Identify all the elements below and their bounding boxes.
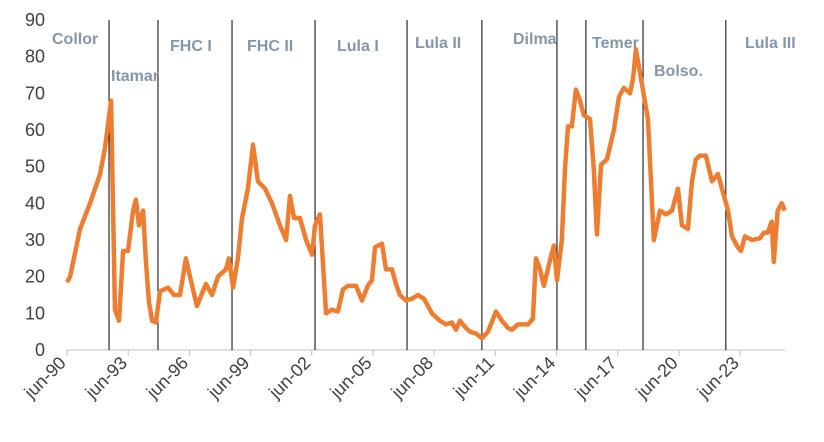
period-label: FHC I	[170, 38, 212, 55]
period-label: Temer	[592, 35, 639, 52]
x-tick-label: jun-20	[632, 353, 682, 403]
y-tick-label: 70	[25, 83, 45, 103]
period-label: Lula II	[415, 35, 461, 52]
x-tick-label: jun-08	[387, 353, 437, 403]
x-tick-label: jun-23	[693, 353, 743, 403]
x-tick-label: jun-14	[509, 353, 559, 403]
y-tick-label: 60	[25, 120, 45, 140]
y-tick-label: 80	[25, 47, 45, 67]
x-tick-label: jun-02	[264, 353, 314, 403]
period-label: Bolso.	[654, 63, 703, 80]
x-tick-label: jun-05	[326, 353, 376, 403]
x-tick-label: jun-11	[449, 353, 498, 402]
x-tick-label: jun-17	[570, 353, 620, 403]
period-label: Collor	[52, 31, 98, 48]
line-series	[65, 47, 787, 341]
y-tick-label: 30	[25, 230, 45, 250]
period-label: Lula I	[337, 38, 379, 55]
y-tick-label: 20	[25, 267, 45, 287]
y-tick-label: 0	[35, 340, 45, 360]
x-tick-label: jun-90	[20, 353, 70, 403]
x-tick-label: jun-99	[203, 353, 253, 403]
y-tick-label: 40	[25, 193, 45, 213]
period-label: Itamar	[111, 68, 159, 85]
x-tick-label: jun-93	[81, 353, 131, 403]
y-tick-label: 90	[25, 10, 45, 30]
y-tick-label: 10	[25, 303, 45, 323]
y-tick-label: 50	[25, 157, 45, 177]
x-tick-label: jun-96	[142, 353, 192, 403]
period-label: FHC II	[247, 38, 293, 55]
period-label: Dilma	[513, 31, 557, 48]
period-label: Lula III	[745, 35, 796, 52]
